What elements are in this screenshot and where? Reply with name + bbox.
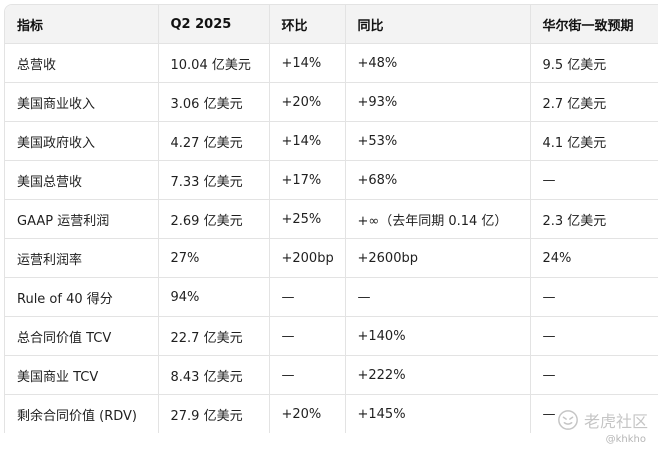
cell-qoq: +25% (269, 199, 346, 239)
cell-metric: 美国总营收 (5, 160, 159, 200)
cell-qoq: +20% (269, 394, 346, 433)
cell-yoy: +140% (345, 316, 531, 356)
header-yoy: 同比 (345, 5, 531, 44)
cell-consensus: — (530, 355, 658, 395)
cell-yoy: +2600bp (345, 238, 531, 278)
cell-consensus: 4.1 亿美元 (530, 121, 658, 161)
cell-q2-value: 4.27 亿美元 (158, 121, 270, 161)
cell-yoy: +222% (345, 355, 531, 395)
cell-qoq: +14% (269, 121, 346, 161)
table-row: 剩余合同价值 (RDV) 27.9 亿美元 +20% +145% — (5, 394, 658, 433)
cell-q2-value: 2.69 亿美元 (158, 199, 270, 239)
cell-consensus: — (530, 277, 658, 317)
cell-consensus: 24% (530, 238, 658, 278)
table-row: 总合同价值 TCV 22.7 亿美元 — +140% — (5, 316, 658, 356)
cell-q2-value: 27.9 亿美元 (158, 394, 270, 433)
header-qoq: 环比 (269, 5, 346, 44)
cell-yoy: +∞（去年同期 0.14 亿） (345, 199, 531, 239)
table-row: 美国总营收 7.33 亿美元 +17% +68% — (5, 160, 658, 200)
table-row: 美国商业 TCV 8.43 亿美元 — +222% — (5, 355, 658, 395)
cell-q2-value: 22.7 亿美元 (158, 316, 270, 356)
cell-q2-value: 8.43 亿美元 (158, 355, 270, 395)
cell-metric: 总营收 (5, 43, 159, 83)
header-q2-2025: Q2 2025 (158, 5, 270, 44)
cell-yoy: +145% (345, 394, 531, 433)
watermark: 老虎社区 (557, 408, 648, 432)
table-row: 美国政府收入 4.27 亿美元 +14% +53% 4.1 亿美元 (5, 121, 658, 161)
cell-q2-value: 3.06 亿美元 (158, 82, 270, 122)
cell-qoq: +17% (269, 160, 346, 200)
cell-yoy: +93% (345, 82, 531, 122)
financials-table: 指标 Q2 2025 环比 同比 华尔街一致预期 总营收 10.04 亿美元 +… (5, 5, 658, 433)
cell-q2-value: 27% (158, 238, 270, 278)
table-row: 运营利润率 27% +200bp +2600bp 24% (5, 238, 658, 278)
cell-metric: GAAP 运营利润 (5, 199, 159, 239)
cell-consensus: 2.3 亿美元 (530, 199, 658, 239)
table-row: GAAP 运营利润 2.69 亿美元 +25% +∞（去年同期 0.14 亿） … (5, 199, 658, 239)
cell-q2-value: 94% (158, 277, 270, 317)
header-consensus: 华尔街一致预期 (530, 5, 658, 44)
table-row: 美国商业收入 3.06 亿美元 +20% +93% 2.7 亿美元 (5, 82, 658, 122)
cell-metric: 美国商业 TCV (5, 355, 159, 395)
cell-qoq: — (269, 355, 346, 395)
cell-qoq: — (269, 316, 346, 356)
cell-qoq: — (269, 277, 346, 317)
table-row: 总营收 10.04 亿美元 +14% +48% 9.5 亿美元 (5, 43, 658, 83)
cell-q2-value: 7.33 亿美元 (158, 160, 270, 200)
cell-consensus: — (530, 316, 658, 356)
header-metric: 指标 (5, 5, 159, 44)
watermark-brand: 老虎社区 (583, 412, 648, 431)
cell-qoq: +14% (269, 43, 346, 83)
tiger-logo-icon (558, 410, 578, 430)
cell-metric: 总合同价值 TCV (5, 316, 159, 356)
cell-consensus: 9.5 亿美元 (530, 43, 658, 83)
cell-consensus: — (530, 160, 658, 200)
cell-metric: Rule of 40 得分 (5, 277, 159, 317)
watermark-handle: @khkho (605, 434, 646, 445)
table-row: Rule of 40 得分 94% — — — (5, 277, 658, 317)
cell-yoy: +48% (345, 43, 531, 83)
cell-metric: 美国商业收入 (5, 82, 159, 122)
cell-yoy: — (345, 277, 531, 317)
cell-consensus: — (530, 394, 658, 433)
table-header-row: 指标 Q2 2025 环比 同比 华尔街一致预期 (5, 5, 658, 44)
cell-qoq: +200bp (269, 238, 346, 278)
financials-table-container: 指标 Q2 2025 环比 同比 华尔街一致预期 总营收 10.04 亿美元 +… (4, 4, 658, 433)
cell-yoy: +53% (345, 121, 531, 161)
cell-metric: 运营利润率 (5, 238, 159, 278)
cell-metric: 剩余合同价值 (RDV) (5, 394, 159, 433)
cell-metric: 美国政府收入 (5, 121, 159, 161)
cell-yoy: +68% (345, 160, 531, 200)
cell-consensus: 2.7 亿美元 (530, 82, 658, 122)
cell-q2-value: 10.04 亿美元 (158, 43, 270, 83)
cell-qoq: +20% (269, 82, 346, 122)
